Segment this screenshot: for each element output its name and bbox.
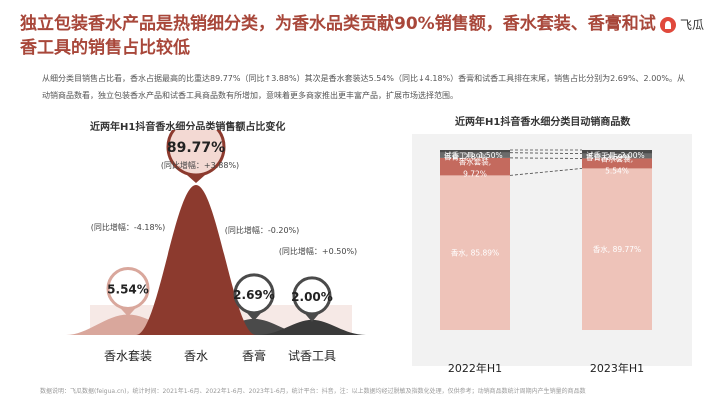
seg-label-0-0: 香水, 85.89%: [451, 248, 499, 258]
left-chart-title: 近两年H1抖音香水细分品类销售额占比变化: [90, 122, 286, 133]
yoy-label-3: (同比增幅：+0.50%): [279, 246, 357, 256]
sales-share-chart: 香水套装 香水 香膏 试香工具 5.54% 89.77% 2.69% 2.00% (同比增幅：-…: [66, 130, 366, 363]
value-label-1: 89.77%: [167, 140, 225, 156]
pin-2: [233, 273, 275, 315]
pin-3: [292, 276, 332, 316]
stack-0-3: [440, 150, 510, 153]
seg-value-0-1: 9.72%: [463, 170, 487, 179]
peak-3: [258, 319, 366, 335]
right-chart-title: 近两年H1抖音香水细分类目动销商品数: [455, 117, 631, 128]
yoy-label-1: (同比增幅：+3.88%): [161, 160, 239, 170]
connector-1: [509, 157, 583, 159]
stack-1-2: [582, 153, 652, 159]
peak-1: [136, 185, 256, 335]
value-label-2: 2.69%: [233, 288, 275, 302]
seg-label-1-3: 试香工具, 2.00%: [586, 150, 645, 160]
connector-2: [509, 152, 583, 154]
stack-0-2: [440, 152, 510, 158]
logo-text: 飞瓜: [679, 18, 704, 32]
stack-1-3: [582, 150, 652, 154]
yoy-label-0: (同比增幅：-4.18%): [91, 222, 166, 232]
seg-label-0-3: 试香工具, 1.50%: [444, 150, 503, 160]
connector-0: [509, 168, 583, 176]
active-sku-chart: 2022年H1 2023年H1 香水, 85.89% 香水, 89.77% 香水套装, 9…: [440, 149, 652, 375]
page-title: 独立包装香水产品是热销细分类，为香水品类贡献90%销售额，香水套装、香膏和试香工…: [20, 14, 656, 58]
brand-logo: 飞瓜: [659, 16, 704, 33]
seg-name-0-1: 香水套装,: [459, 157, 491, 167]
value-label-3: 2.00%: [291, 290, 333, 304]
footer-note: 数据说明：飞瓜数据(feigua.cn)，统计时间：2021年1-6月、2022…: [40, 388, 586, 395]
feigua-logo-icon: [659, 16, 676, 33]
stack-0-0: [440, 175, 510, 330]
stack-1-1: [582, 158, 652, 169]
x-label-0: 2022年H1: [448, 361, 502, 375]
seg-label-1-0: 香水, 89.77%: [593, 244, 641, 254]
pin-1: [166, 130, 226, 177]
pin-0: [106, 266, 150, 310]
seg-name-1-1: 香水套装,: [601, 153, 633, 163]
stack-0-1: [440, 157, 510, 176]
seg-value-1-1: 5.54%: [605, 166, 629, 175]
category-label-3: 试香工具: [288, 348, 336, 363]
x-label-1: 2023年H1: [590, 361, 644, 375]
category-label-2: 香膏: [242, 348, 266, 363]
yoy-label-2: (同比增幅：-0.20%): [225, 225, 300, 235]
stack-1-0: [582, 168, 652, 330]
seg-label-1-2: 香膏, 2.69%: [586, 152, 630, 162]
category-label-0: 香水套装: [104, 349, 152, 363]
category-label-1: 香水: [184, 349, 208, 363]
seg-label-0-2: 香膏, 2.89%: [444, 151, 488, 161]
description-text: 从细分类目销售占比看，香水占据最高的比重达89.77%（同比↑3.88%）其次是…: [42, 74, 685, 100]
value-label-0: 5.54%: [107, 282, 149, 296]
